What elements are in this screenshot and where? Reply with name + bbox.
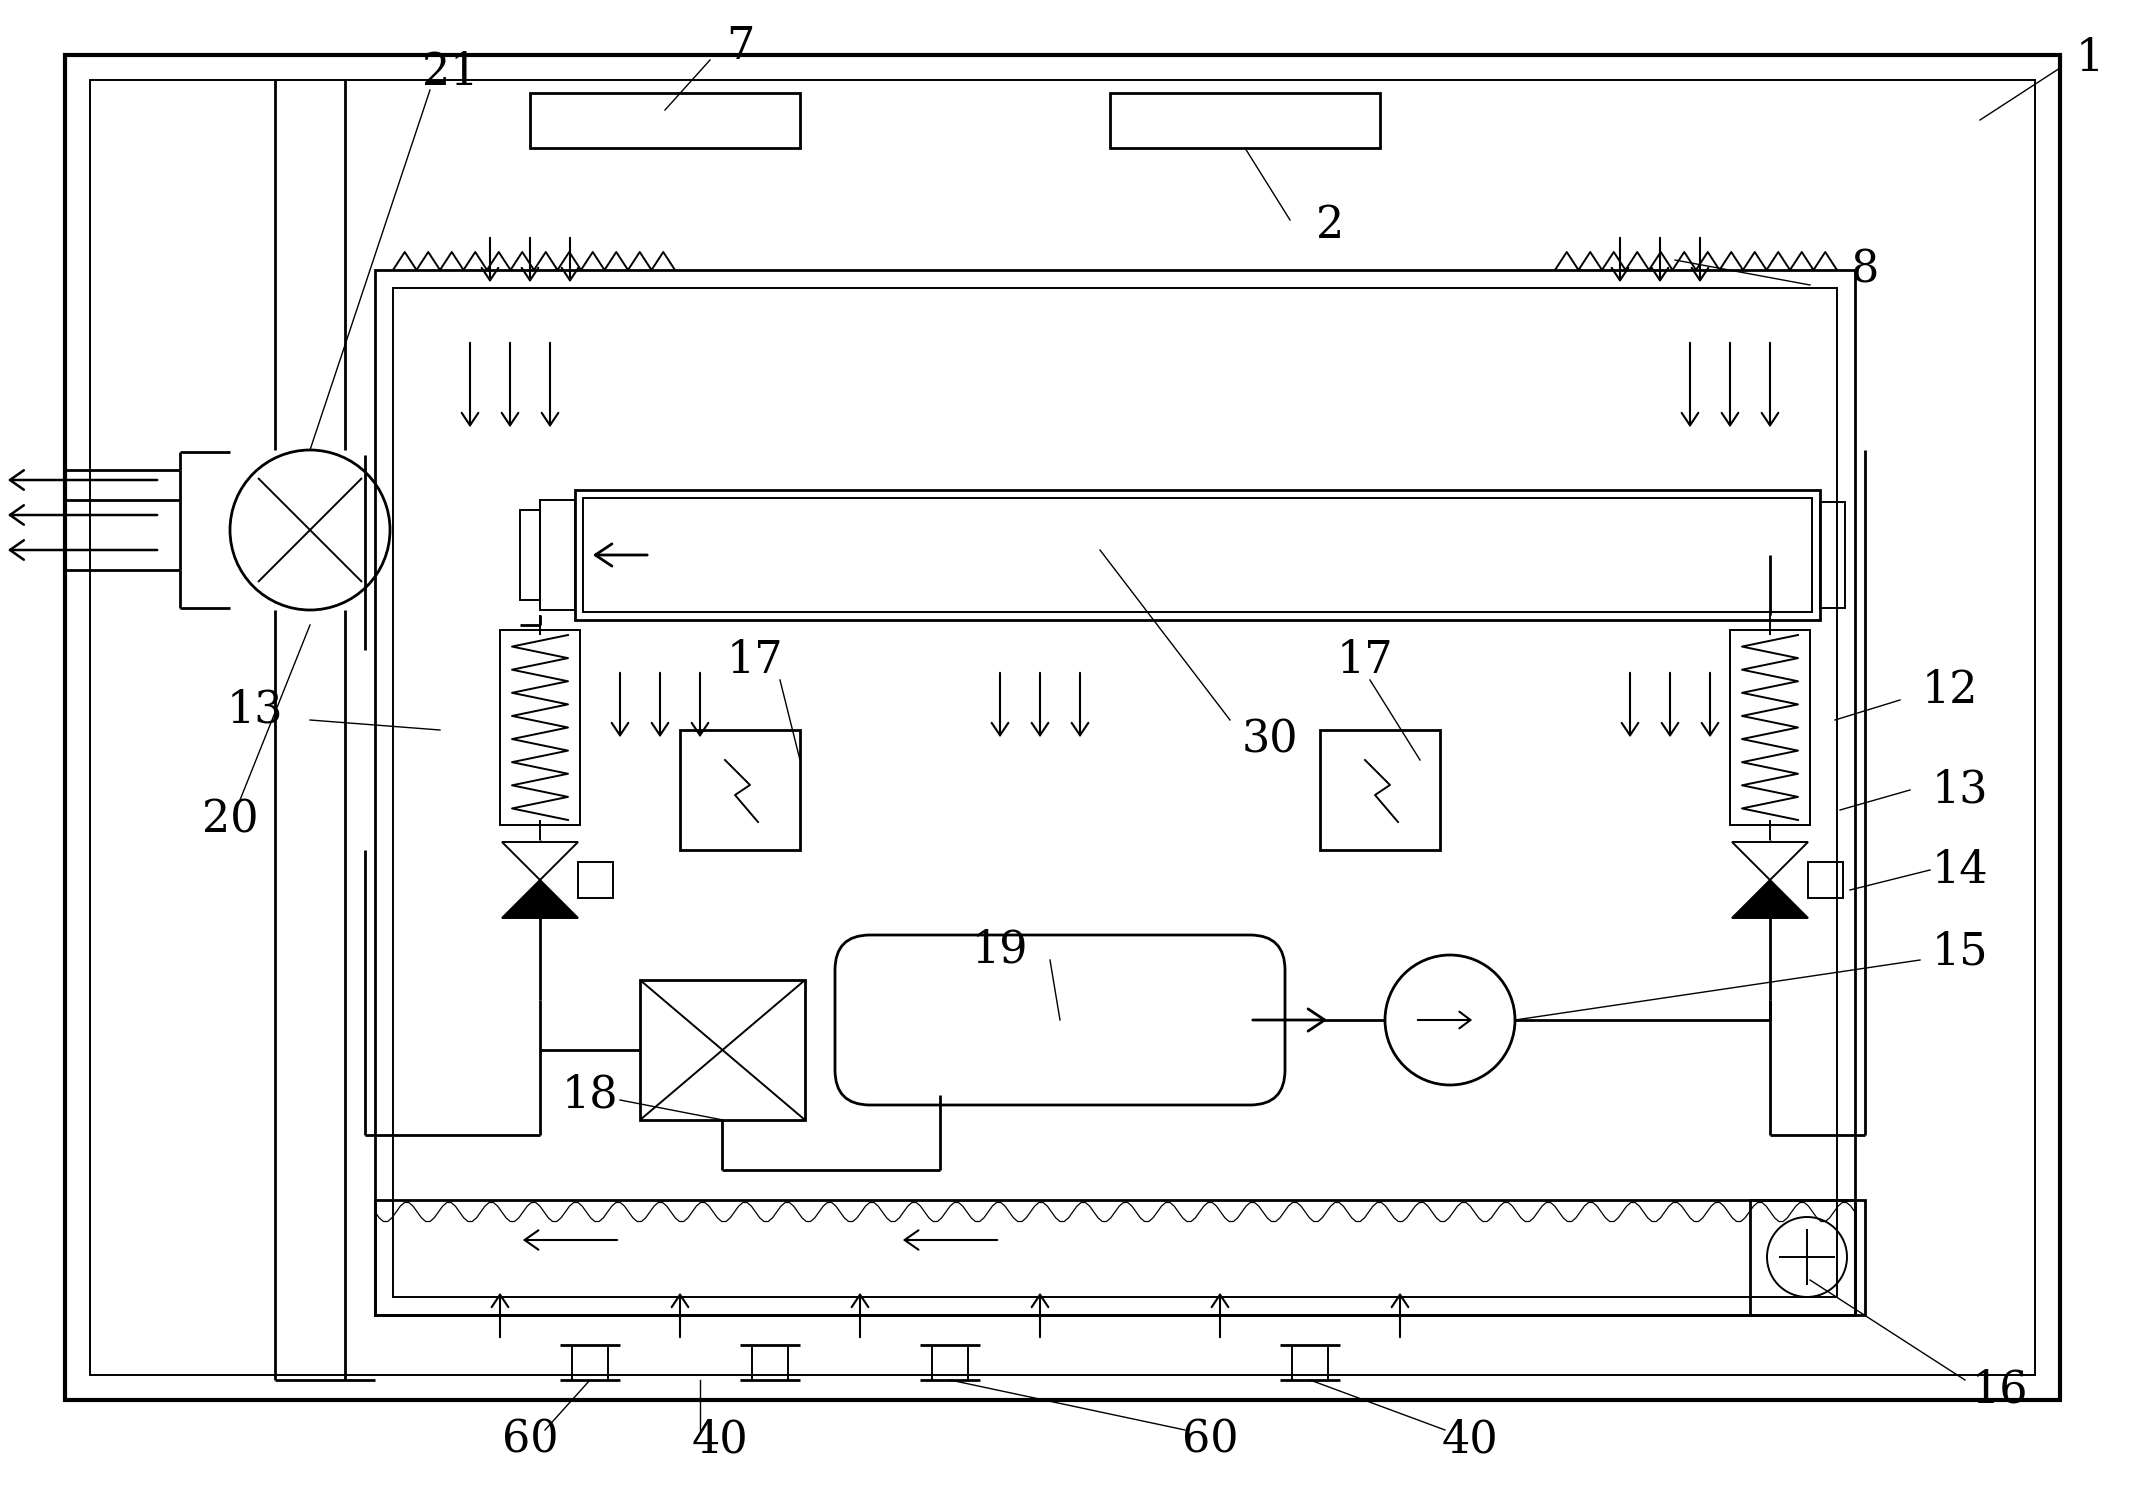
Bar xyxy=(519,510,541,600)
Text: 60: 60 xyxy=(1182,1418,1239,1461)
Text: 14: 14 xyxy=(1931,848,1988,891)
Bar xyxy=(541,500,575,610)
Text: 21: 21 xyxy=(422,51,479,94)
Text: 40: 40 xyxy=(692,1418,749,1461)
Text: 17: 17 xyxy=(1337,638,1392,682)
Text: 30: 30 xyxy=(1241,719,1299,762)
Text: 60: 60 xyxy=(502,1418,558,1461)
Polygon shape xyxy=(1733,879,1808,918)
Bar xyxy=(577,862,613,897)
Bar xyxy=(583,498,1812,612)
Bar xyxy=(1109,94,1380,147)
Text: 2: 2 xyxy=(1316,204,1343,247)
FancyBboxPatch shape xyxy=(835,934,1286,1106)
Text: 17: 17 xyxy=(726,638,783,682)
Bar xyxy=(641,981,805,1120)
Text: 40: 40 xyxy=(1441,1418,1499,1461)
Bar xyxy=(375,1199,1854,1315)
Text: 12: 12 xyxy=(1922,668,1978,711)
Bar xyxy=(394,289,1837,1298)
Bar xyxy=(1820,501,1846,609)
Bar xyxy=(679,731,801,850)
Bar xyxy=(1731,629,1810,824)
Bar xyxy=(1808,862,1844,897)
Bar xyxy=(1750,1199,1865,1315)
Text: 13: 13 xyxy=(1931,768,1988,811)
Bar xyxy=(500,629,579,824)
Text: 18: 18 xyxy=(562,1073,617,1116)
Bar xyxy=(530,94,801,147)
Bar xyxy=(1320,731,1439,850)
Text: 15: 15 xyxy=(1931,930,1988,973)
Bar xyxy=(89,80,2035,1375)
Text: 7: 7 xyxy=(726,24,754,67)
Text: 16: 16 xyxy=(1971,1369,2029,1412)
Text: 20: 20 xyxy=(202,799,258,842)
Text: 19: 19 xyxy=(971,929,1028,972)
Bar xyxy=(375,269,1854,1315)
Polygon shape xyxy=(502,879,577,918)
Bar xyxy=(575,490,1820,620)
Text: 8: 8 xyxy=(1850,248,1880,292)
Text: 1: 1 xyxy=(2076,36,2103,79)
Text: 13: 13 xyxy=(228,689,283,732)
